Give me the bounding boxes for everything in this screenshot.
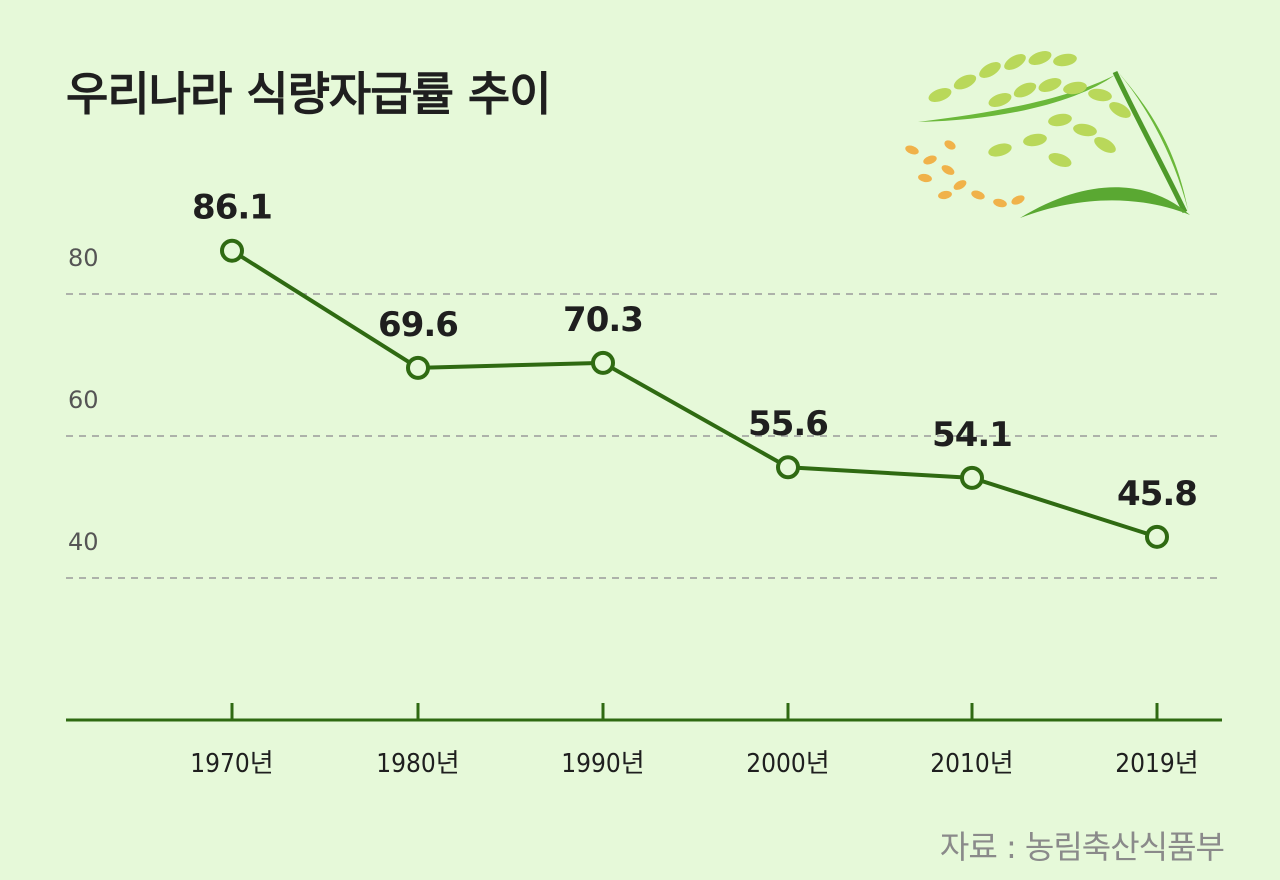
y-tick-label: 80 <box>68 244 99 272</box>
data-label: 45.8 <box>1117 474 1197 514</box>
data-point <box>776 455 800 480</box>
data-label: 54.1 <box>932 415 1012 455</box>
x-tick-label: 2010년 <box>930 749 1013 779</box>
x-tick-label: 1980년 <box>376 749 459 779</box>
source-note: 자료 : 농림축산식품부 <box>939 828 1225 866</box>
y-gridlines <box>66 293 1222 579</box>
series-line <box>230 248 1158 539</box>
x-tick-label: 1990년 <box>561 749 644 779</box>
chart-title: 우리나라 식량자급률 추이 <box>66 67 552 121</box>
data-label: 86.1 <box>192 188 272 228</box>
data-point <box>406 355 430 380</box>
data-point-markers <box>220 238 1169 549</box>
data-point <box>220 238 244 263</box>
rice-plant-icon <box>905 51 1190 218</box>
data-label: 69.6 <box>378 305 458 345</box>
x-axis-ticks: 1970년 1980년 1990년 2000년 2010년 2019년 <box>190 703 1199 779</box>
data-label: 55.6 <box>748 404 828 444</box>
data-point <box>591 350 615 375</box>
y-axis-ticks: 40 60 80 <box>68 244 99 556</box>
data-labels: 86.1 69.6 70.3 55.6 54.1 45.8 <box>192 188 1198 514</box>
x-tick-label: 2019년 <box>1115 749 1198 779</box>
data-label: 70.3 <box>563 300 643 340</box>
x-tick-label: 2000년 <box>746 749 829 779</box>
data-point <box>1145 524 1169 549</box>
data-point <box>960 465 984 490</box>
y-tick-label: 40 <box>68 528 99 556</box>
x-tick-label: 1970년 <box>190 749 273 779</box>
y-tick-label: 60 <box>68 386 99 414</box>
